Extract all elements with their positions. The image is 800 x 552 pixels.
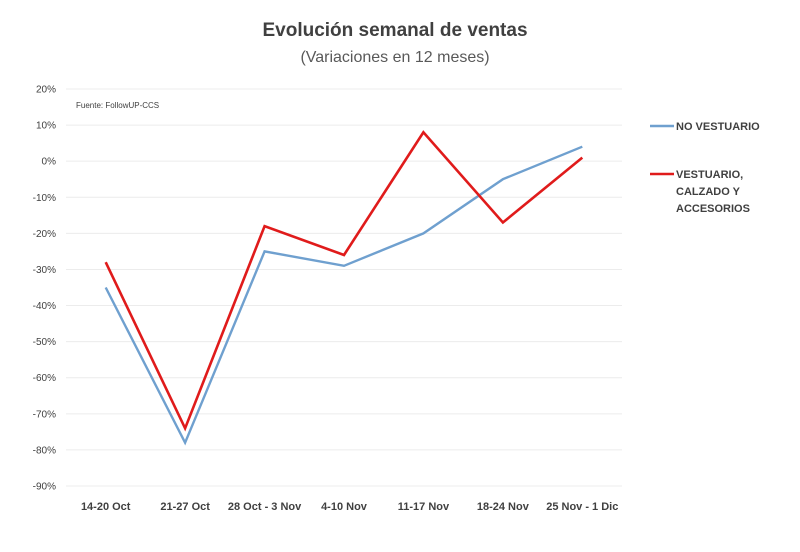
x-tick-label: 28 Oct - 3 Nov: [228, 501, 302, 513]
y-tick-label: -70%: [33, 409, 56, 420]
chart-title: Evolución semanal de ventas: [262, 20, 527, 41]
legend-label: ACCESORIOS: [676, 203, 750, 215]
x-tick-label: 18-24 Nov: [477, 501, 530, 513]
y-tick-label: -50%: [33, 337, 56, 348]
y-tick-label: -80%: [33, 445, 56, 456]
y-tick-label: 0%: [42, 157, 57, 168]
x-tick-label: 4-10 Nov: [321, 501, 368, 513]
legend: NO VESTUARIO VESTUARIO, CALZADO Y ACCESORIO…: [650, 121, 760, 215]
series-lines: [104, 130, 584, 446]
legend-label: NO VESTUARIO: [676, 121, 760, 133]
y-tick-label: -60%: [33, 373, 56, 384]
x-axis-ticks: 14-20 Oct 21-27 Oct 28 Oct - 3 Nov 4-10 Nov…: [81, 501, 618, 513]
y-tick-label: -30%: [33, 265, 56, 276]
x-tick-label: 25 Nov - 1 Dic: [546, 501, 618, 513]
x-tick-label: 11-17 Nov: [398, 501, 450, 513]
source-note: Fuente: FollowUP-CCS: [76, 101, 159, 110]
y-tick-label: -20%: [33, 229, 56, 240]
y-axis-ticks: 20% 10% 0% -10% -20% -30% -40% -50% -60% -70% -80%…: [33, 85, 56, 493]
legend-label: VESTUARIO,: [676, 169, 743, 181]
y-tick-label: -10%: [33, 193, 56, 204]
y-tick-label: 20%: [36, 85, 56, 96]
x-tick-label: 21-27 Oct: [160, 501, 210, 513]
series-line-vestuario: [104, 130, 584, 432]
y-tick-label: 10%: [36, 121, 56, 132]
legend-label: CALZADO Y: [676, 186, 741, 198]
y-tick-label: -90%: [33, 482, 56, 493]
chart-subtitle: (Variaciones en 12 meses): [300, 49, 489, 66]
y-tick-label: -40%: [33, 301, 56, 312]
series-line-no-vestuario: [104, 145, 583, 446]
x-tick-label: 14-20 Oct: [81, 501, 131, 513]
gridlines: [66, 88, 622, 487]
